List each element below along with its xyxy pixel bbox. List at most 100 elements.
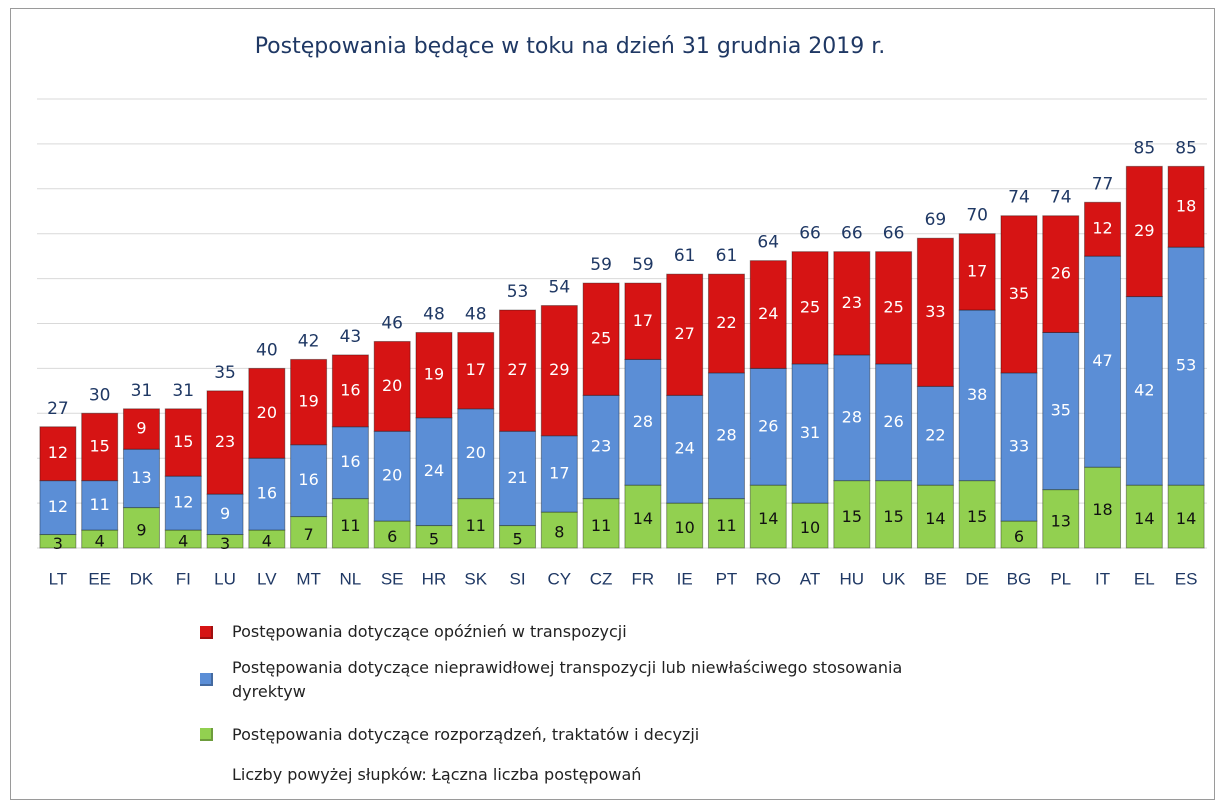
x-tick-label: BE xyxy=(924,569,947,588)
bar-segment xyxy=(373,520,411,549)
bar-segment xyxy=(373,430,411,522)
total-label: 66 xyxy=(841,224,863,244)
data-label: 20 xyxy=(257,403,277,422)
total-label: 74 xyxy=(1008,188,1030,208)
legend-swatch xyxy=(200,626,213,639)
data-label: 35 xyxy=(1051,401,1071,420)
bar-segment xyxy=(666,273,704,396)
data-label: 26 xyxy=(1051,264,1071,283)
data-label: 29 xyxy=(1134,221,1154,240)
x-tick-label: HU xyxy=(840,569,865,588)
bar-segment xyxy=(331,354,369,428)
bar-segment xyxy=(415,417,453,527)
bar-segment xyxy=(206,534,244,549)
x-tick-label: LT xyxy=(49,569,68,588)
total-label: 77 xyxy=(1092,174,1114,194)
bar-segment xyxy=(916,385,954,486)
bar-segment xyxy=(39,426,77,482)
note: Liczby powyżej słupków: Łączna liczba po… xyxy=(232,765,642,784)
data-label: 11 xyxy=(340,516,360,535)
x-tick-label: SK xyxy=(464,569,487,588)
total-label: 46 xyxy=(381,313,403,333)
total-label: 59 xyxy=(632,255,654,275)
data-label: 24 xyxy=(674,439,694,458)
bar-segment xyxy=(164,408,202,477)
total-label: 27 xyxy=(47,399,69,419)
x-tick-label: CZ xyxy=(590,569,613,588)
data-label: 16 xyxy=(340,380,360,399)
bar-segment xyxy=(749,484,787,549)
x-tick-label: FR xyxy=(632,569,655,588)
bar-segment xyxy=(164,475,202,531)
data-label: 19 xyxy=(424,365,444,384)
data-label: 11 xyxy=(591,516,611,535)
data-label: 3 xyxy=(53,534,63,553)
bar-segment xyxy=(624,358,662,486)
bar-segment xyxy=(373,340,411,432)
bar-segment xyxy=(540,305,578,437)
bar-segment xyxy=(1084,201,1122,257)
data-label: 14 xyxy=(1176,509,1196,528)
data-label: 20 xyxy=(466,443,486,462)
bar-segment xyxy=(958,233,996,311)
data-label: 20 xyxy=(382,376,402,395)
bar-segment xyxy=(1167,165,1205,248)
data-label: 14 xyxy=(1134,509,1154,528)
bar-segment xyxy=(499,430,537,527)
data-label: 15 xyxy=(173,432,193,451)
bar-segment xyxy=(122,408,160,450)
bar-segment xyxy=(39,480,77,536)
data-label: 27 xyxy=(674,324,694,343)
bar-segment xyxy=(958,309,996,482)
bar-segment xyxy=(1000,215,1038,374)
x-tick-label: CY xyxy=(548,569,572,588)
data-label: 28 xyxy=(842,407,862,426)
data-label: 5 xyxy=(512,529,522,548)
data-label: 15 xyxy=(967,507,987,526)
bar-segment xyxy=(791,251,829,365)
data-label: 17 xyxy=(466,360,486,379)
data-label: 3 xyxy=(220,534,230,553)
data-label: 7 xyxy=(304,525,314,544)
bar-segment xyxy=(624,282,662,360)
bar-segment xyxy=(415,331,453,419)
x-tick-label: DK xyxy=(130,569,154,588)
data-label: 24 xyxy=(424,461,444,480)
total-label: 48 xyxy=(465,304,487,324)
x-tick-label: RO xyxy=(756,569,782,588)
x-tick-label: ES xyxy=(1175,569,1198,588)
total-label: 61 xyxy=(674,246,696,266)
bar-segment xyxy=(248,367,286,459)
data-label: 18 xyxy=(1092,500,1112,519)
chart-frame xyxy=(10,8,1215,800)
data-label: 21 xyxy=(507,468,527,487)
bar-segment xyxy=(666,502,704,549)
x-tick-label: BG xyxy=(1007,569,1032,588)
bar-segment xyxy=(206,390,244,495)
total-label: 43 xyxy=(340,327,362,347)
data-label: 4 xyxy=(262,532,272,551)
bar-segment xyxy=(666,394,704,504)
bar-segment xyxy=(749,260,787,369)
bar-segment xyxy=(1084,255,1122,468)
data-label: 22 xyxy=(925,425,945,444)
total-label: 74 xyxy=(1050,188,1072,208)
data-label: 29 xyxy=(549,360,569,379)
data-label: 4 xyxy=(95,532,105,551)
bar-segment xyxy=(916,237,954,387)
total-label: 35 xyxy=(214,363,236,383)
bar-segment xyxy=(1125,296,1163,486)
legend-label: Postępowania dotyczące opóźnień w transp… xyxy=(232,622,627,641)
total-label: 66 xyxy=(799,224,821,244)
x-tick-label: EE xyxy=(88,569,111,588)
data-label: 20 xyxy=(382,466,402,485)
data-label: 35 xyxy=(1009,284,1029,303)
data-label: 6 xyxy=(1014,527,1024,546)
bar-segment xyxy=(833,480,871,549)
data-label: 10 xyxy=(674,518,694,537)
bar-segment xyxy=(540,435,578,513)
data-label: 16 xyxy=(340,452,360,471)
data-label: 13 xyxy=(1051,511,1071,530)
bar-segment xyxy=(875,251,913,365)
data-label: 12 xyxy=(173,493,193,512)
